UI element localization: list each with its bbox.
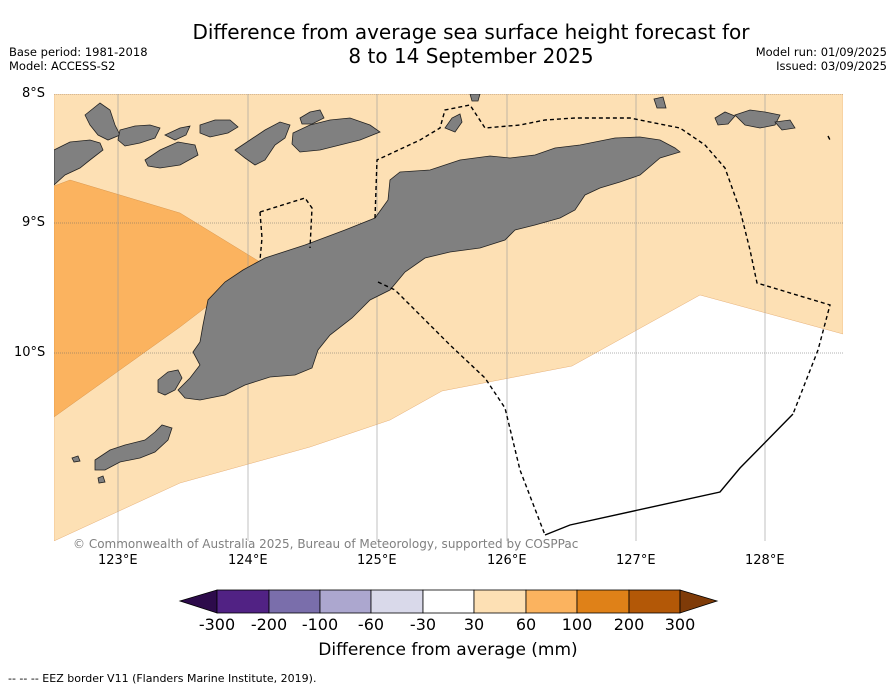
colorbar-tick-3: -60 [357, 615, 385, 634]
land-lakor [774, 119, 796, 131]
eez-footnote: -- -- -- EEZ border V11 (Flanders Marine… [8, 672, 317, 685]
colorbar-tick-4: -30 [409, 615, 437, 634]
colorbar-swatch-over [679, 589, 719, 614]
land-ndao [71, 455, 81, 463]
eez-border-southeast [544, 413, 794, 536]
lat-label-10s: 10°S [14, 345, 46, 360]
eez-border-south [377, 281, 546, 536]
eez-border [259, 104, 831, 536]
land [54, 94, 796, 484]
colorbar-swatch-1 [216, 589, 270, 614]
lon-label-124e: 124°E [228, 553, 268, 568]
title-line-2: 8 to 14 September 2025 [348, 44, 594, 68]
lon-label-123e: 123°E [98, 553, 138, 568]
land-moa [734, 109, 781, 129]
land-leti [714, 111, 736, 126]
colorbar-tick-0: -300 [198, 615, 236, 634]
eez-border-main [374, 104, 831, 415]
land-dana [97, 475, 106, 484]
base-period: Base period: 1981-2018 [9, 45, 148, 59]
lon-label-125e: 125°E [357, 553, 397, 568]
colorbar-tick-7: 100 [561, 615, 593, 634]
eez-border-oecusse [259, 197, 313, 249]
model-run: Model run: 01/09/2025 [755, 45, 887, 59]
eez-border-oecusse-west [259, 211, 263, 261]
meta-left: Base period: 1981-2018 Model: ACCESS-S2 [9, 45, 148, 73]
map-title: Difference from average sea surface heig… [0, 20, 896, 68]
meta-right: Model run: 01/09/2025 Issued: 03/09/2025 [756, 45, 887, 73]
colorbar-label: Difference from average (mm) [318, 640, 578, 660]
colorbar-tick-9: 300 [664, 615, 696, 634]
land-kisar [444, 113, 463, 133]
eez-border-small [827, 135, 831, 141]
lon-label-128e: 128°E [745, 553, 785, 568]
lon-label-126e: 126°E [487, 553, 527, 568]
land-semau [157, 369, 183, 396]
title-line-1: Difference from average sea surface heig… [192, 20, 750, 44]
colorbar-tick-1: -200 [250, 615, 288, 634]
model-name: Model: ACCESS-S2 [9, 59, 116, 73]
land-alor [199, 119, 239, 138]
colorbar-swatch-4 [370, 589, 424, 614]
land-rote [94, 424, 173, 471]
land-small-north [469, 94, 481, 102]
colorbar-swatch-2 [268, 589, 321, 614]
colorbar-swatch-under [178, 589, 218, 614]
land-atauro [299, 109, 325, 125]
sea-band-30-60 [54, 94, 843, 541]
land-alor-west [164, 125, 191, 141]
colorbar-swatch-8 [576, 589, 630, 614]
colorbar-swatch-3 [319, 589, 372, 614]
issued-date: Issued: 03/09/2025 [776, 59, 887, 73]
colorbar-tick-6: 60 [515, 615, 537, 634]
colorbar-tick-8: 200 [613, 615, 645, 634]
map-area [54, 94, 843, 541]
colorbar-swatch-5 [422, 589, 475, 614]
colorbar-tick-5: 30 [463, 615, 485, 634]
land-flores-east [54, 139, 104, 186]
copyright-notice: © Commonwealth of Australia 2025, Bureau… [73, 537, 579, 551]
lat-label-9s: 9°S [22, 215, 46, 230]
colorbar-swatch-9 [628, 589, 681, 614]
land-wetar-west [234, 121, 291, 166]
land-romang [653, 96, 667, 109]
lat-label-8s: 8°S [22, 86, 46, 101]
colorbar [178, 589, 719, 614]
land-wetar [291, 117, 381, 153]
colorbar-tick-2: -100 [301, 615, 339, 634]
lon-label-127e: 127°E [616, 553, 656, 568]
colorbar-swatch-6 [473, 589, 527, 614]
land-pantar [144, 141, 199, 169]
land-lembata [117, 124, 161, 147]
colorbar-swatch-7 [525, 589, 578, 614]
